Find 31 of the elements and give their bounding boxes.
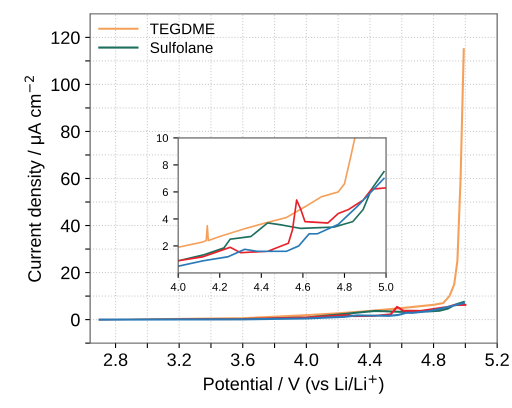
y-tick-label: 0 [71, 314, 80, 326]
x-tick-label: 4.4 [254, 283, 269, 291]
y-tick-label: 60 [61, 172, 80, 186]
y-tick-label: 80 [61, 125, 80, 138]
y-tick-label: 100 [52, 78, 80, 92]
x-tick-label: 5.0 [378, 282, 394, 291]
y-tick-label: 4 [162, 215, 168, 223]
x-tick-label: 2.8 [104, 353, 128, 366]
y-tick-label: 10 [156, 134, 168, 142]
x-tick-label: 4.8 [421, 353, 446, 366]
x-tick-label: 5.2 [485, 353, 509, 366]
y-tick-label: 120 [52, 31, 80, 44]
y-axis-title: Current density / μA cm$^{−2}$ [24, 76, 45, 282]
x-tick-label: 3.6 [230, 353, 255, 366]
x-tick-label: 4.2 [212, 282, 227, 291]
x-tick-label: 4.8 [337, 282, 352, 291]
y-tick-label: 6 [162, 188, 168, 196]
x-tick-label: 4.0 [170, 282, 186, 291]
x-tick-label: 3.2 [167, 353, 191, 366]
legend-label: TEGDME [150, 23, 214, 34]
y-tick-label: 20 [61, 266, 80, 280]
x-axis-title: Potential / V (vs Li/Li$^{+}$) [204, 375, 384, 394]
y-tick-label: 2 [162, 242, 168, 250]
x-tick-label: 4.4 [358, 354, 382, 366]
y-tick-label: 40 [60, 219, 80, 232]
legend-label: Sulfolane [150, 42, 213, 54]
x-tick-label: 4.6 [295, 282, 310, 291]
x-tick-label: 4.0 [294, 353, 318, 366]
line-series [178, 138, 356, 248]
y-tick-label: 8 [162, 161, 168, 170]
line-series [178, 187, 386, 262]
